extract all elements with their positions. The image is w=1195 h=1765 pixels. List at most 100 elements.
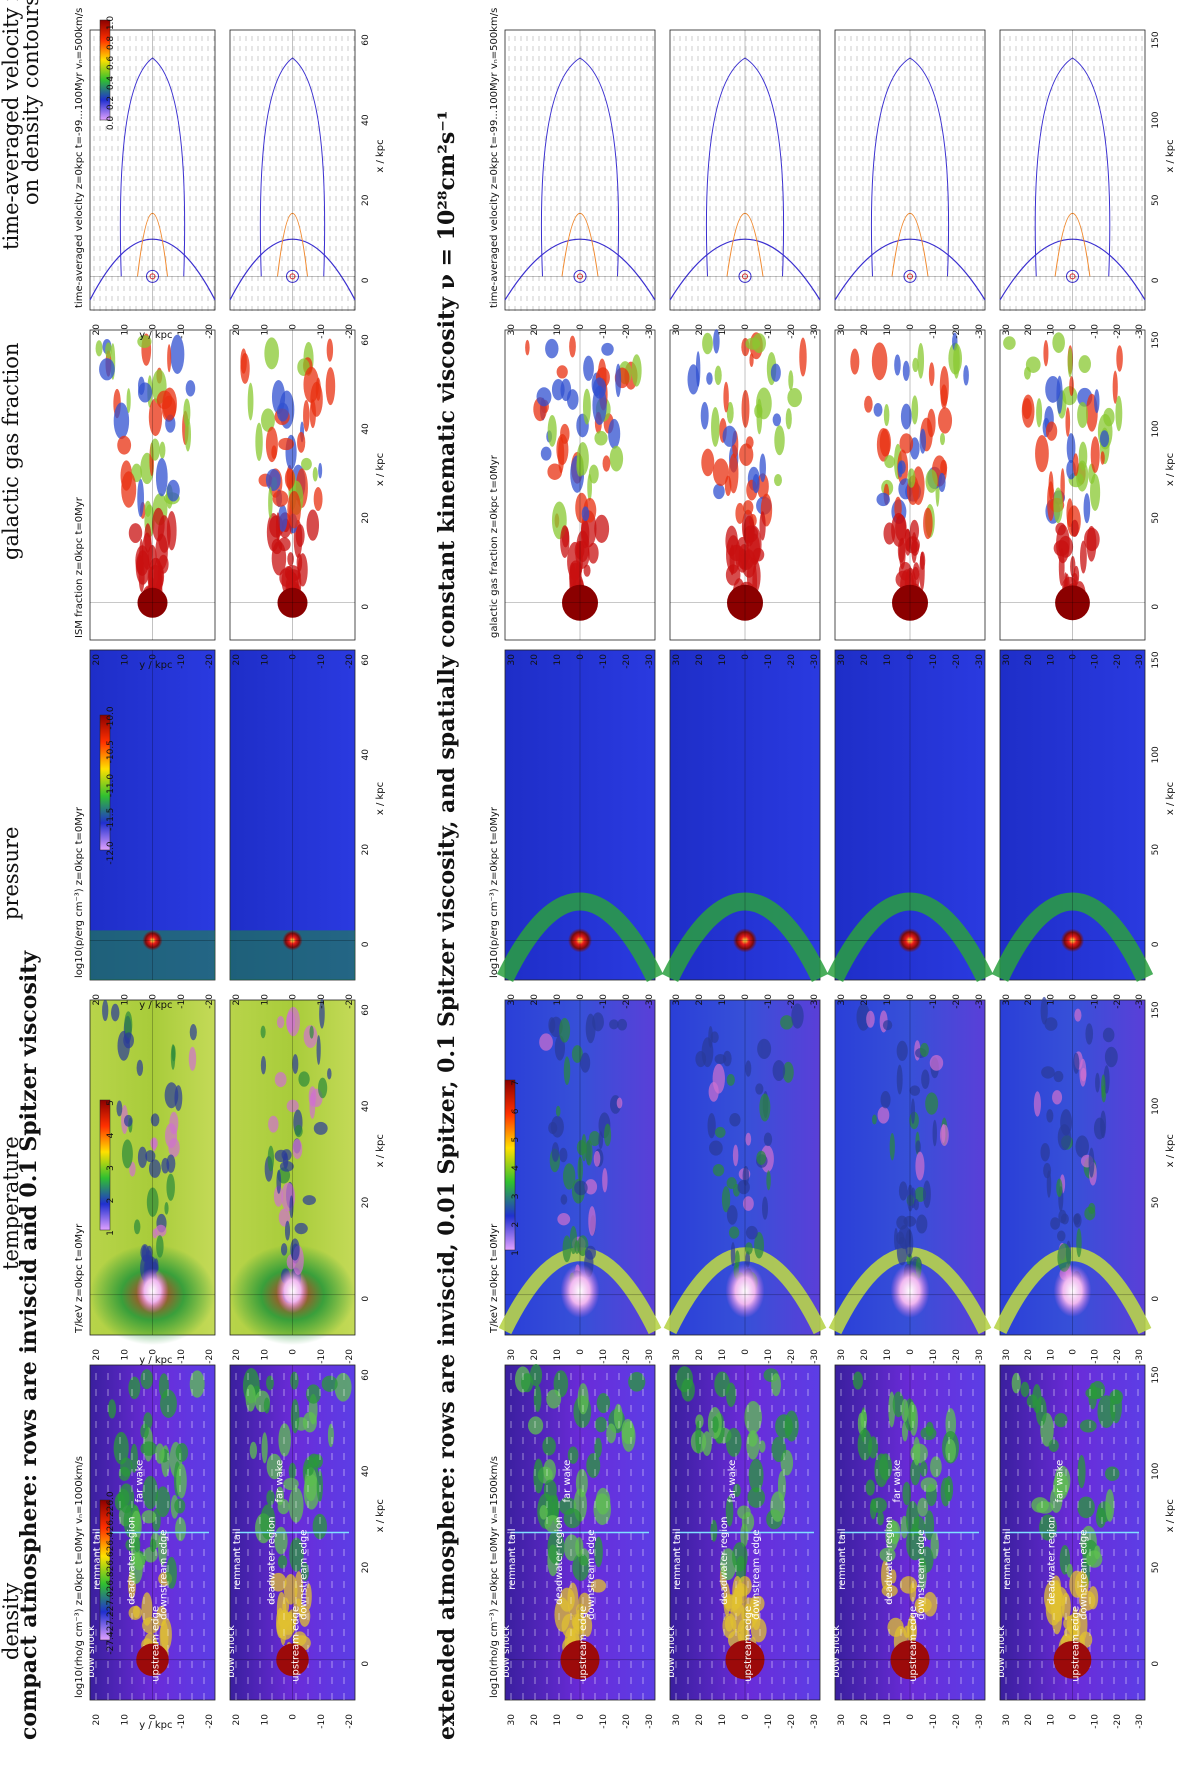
y-tick-label: 10 — [260, 654, 270, 666]
wake-blob — [140, 1369, 153, 1389]
stripped-gas — [907, 468, 915, 487]
wake-blob — [166, 1174, 174, 1201]
y-tick-label: 10 — [120, 324, 130, 336]
y-tick-label: 20 — [92, 1714, 102, 1726]
annotation-far-wake: far wake — [727, 1460, 738, 1503]
wake-blob — [137, 1060, 143, 1076]
wake-blob — [277, 1016, 284, 1028]
stripped-gas — [139, 558, 145, 592]
wake-blob — [268, 1116, 278, 1133]
wake-blob — [189, 1047, 196, 1071]
y-tick-label: -30 — [810, 1349, 820, 1364]
y-tick-label: -20 — [345, 1714, 355, 1729]
wake-blob — [883, 1020, 892, 1030]
wake-blob — [161, 1158, 169, 1174]
y-tick-label: -10 — [764, 1349, 774, 1364]
wake-blob — [604, 1124, 611, 1147]
wake-blob — [756, 1151, 766, 1165]
x-tick-label: 40 — [361, 749, 371, 761]
stripped-gas — [537, 387, 552, 406]
wake-blob — [915, 1152, 924, 1181]
y-tick-label: -10 — [599, 994, 609, 1009]
x-axis-label: x / kpc — [375, 139, 386, 172]
y-tick-label: 20 — [695, 994, 705, 1006]
stripped-gas — [276, 512, 280, 541]
wake-blob — [556, 1106, 561, 1117]
y-tick-label: -10 — [764, 994, 774, 1009]
x-tick-label: 60 — [361, 654, 371, 666]
stripped-gas — [774, 474, 782, 486]
annotation-remnant-tail: remnant tail — [837, 1529, 848, 1590]
stripped-gas — [589, 465, 599, 484]
wake-blob — [190, 1024, 197, 1040]
wake-blob — [586, 1453, 600, 1478]
wake-blob — [903, 1216, 916, 1227]
wake-blob — [757, 1039, 771, 1059]
x-axis-label: x / kpc — [375, 1134, 386, 1167]
wake-blob — [923, 1180, 931, 1208]
wake-blob — [551, 1116, 564, 1138]
wake-blob — [561, 1194, 568, 1204]
y-tick-label: -20 — [205, 994, 215, 1009]
wake-blob — [128, 1377, 140, 1400]
stripped-gas — [874, 403, 883, 417]
y-tick-label: -30 — [645, 654, 655, 669]
wake-blob — [866, 1479, 875, 1495]
wake-blob — [552, 1142, 559, 1162]
wake-blob — [732, 1542, 748, 1572]
y-tick-label: 10 — [718, 1349, 728, 1361]
y-tick-label: 0 — [906, 1349, 916, 1355]
wake-blob — [899, 1181, 908, 1200]
x-tick-label: 60 — [361, 1004, 371, 1016]
stripped-gas — [701, 449, 714, 477]
y-tick-label: -30 — [810, 1714, 820, 1729]
wake-blob — [871, 1497, 887, 1512]
annotation-bow-shock: bow shock — [666, 1625, 677, 1678]
stripped-gas — [297, 553, 303, 571]
y-tick-label: -30 — [975, 1349, 985, 1364]
y-tick-label: 10 — [718, 324, 728, 336]
stripped-gas — [940, 433, 945, 445]
x-tick-label: 20 — [361, 844, 371, 856]
wake-blob — [291, 1399, 299, 1433]
stripped-gas — [938, 407, 952, 433]
y-tick-label: -30 — [645, 994, 655, 1009]
wake-blob — [108, 1399, 116, 1418]
wake-blob — [695, 1421, 701, 1454]
wake-blob — [749, 1459, 764, 1493]
wake-blob — [759, 1094, 770, 1122]
wake-blob — [729, 1226, 739, 1238]
wake-blob — [164, 1202, 168, 1215]
y-tick-label: 20 — [92, 654, 102, 666]
wake-blob — [563, 1163, 575, 1189]
stripped-gas — [162, 387, 177, 420]
stripped-gas — [917, 343, 924, 379]
y-tick-label: 10 — [120, 1349, 130, 1361]
stripped-gas — [926, 469, 938, 493]
column-title-fraction: galactic gas fraction — [0, 343, 23, 560]
wake-blob — [755, 1083, 763, 1094]
y-tick-label: 0 — [289, 324, 299, 330]
stripped-gas — [723, 382, 728, 413]
y-tick-label: 10 — [718, 994, 728, 1006]
wake-blob — [548, 1017, 555, 1033]
y-tick-label: -20 — [205, 1714, 215, 1729]
y-tick-label: 0 — [149, 994, 159, 1000]
stripped-gas — [314, 487, 323, 511]
y-tick-label: 0 — [576, 654, 586, 660]
x-tick-label: 40 — [361, 114, 371, 126]
annotation-far-wake: far wake — [892, 1460, 903, 1503]
y-tick-label: -20 — [345, 324, 355, 339]
y-tick-label: -20 — [787, 654, 797, 669]
stripped-gas — [752, 474, 759, 493]
stripped-gas — [567, 389, 579, 410]
stripped-gas — [105, 342, 112, 358]
wake-blob — [557, 1213, 570, 1225]
wake-blob — [945, 1439, 956, 1462]
y-tick-label: 20 — [695, 1349, 705, 1361]
y-tick-label: 10 — [883, 1714, 893, 1726]
y-tick-label: 0 — [149, 654, 159, 660]
y-tick-label: -10 — [177, 1714, 187, 1729]
